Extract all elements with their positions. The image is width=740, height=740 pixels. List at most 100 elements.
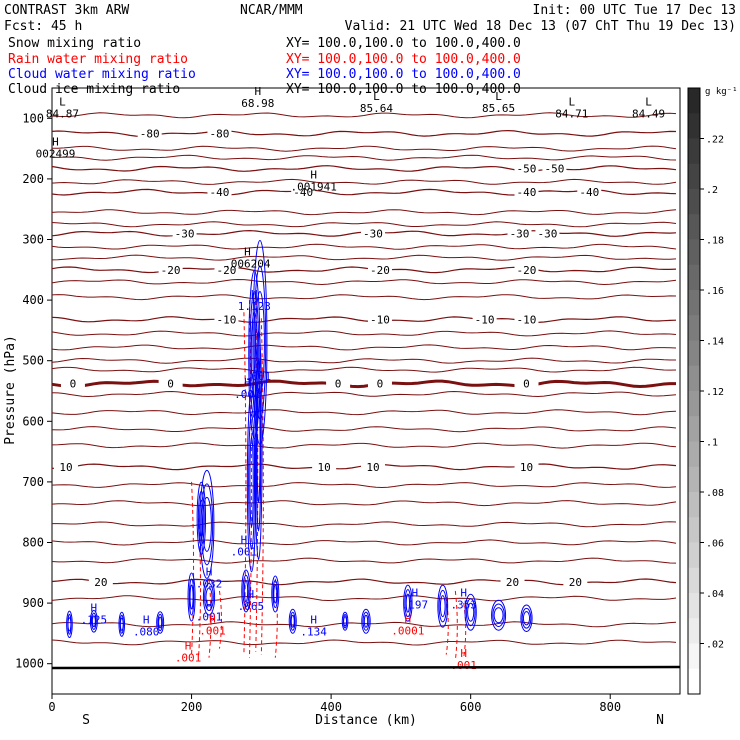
temperature-contour-label: 0 [70,378,77,391]
temperature-contour-line [51,409,677,416]
legend-cloudwater-name: Cloud water mixing ratio [8,67,196,82]
extremum-marker: L [373,90,380,103]
colorbar-tick-label: .02 [706,640,724,651]
extremum-value: .0001 [391,624,424,637]
contour-label-bg [514,263,539,275]
temperature-contour-label: 10 [520,461,533,474]
cloud-water-contour [272,580,279,609]
temperature-contour-label: 20 [506,576,519,589]
colorbar-swatch [688,113,700,139]
contour-label-bg [514,460,539,472]
cloud-water-contour [464,593,477,631]
temperature-contour-label: -30 [175,227,195,240]
extremum-value: 002499 [36,147,76,160]
colorbar-swatch [688,88,700,114]
cloud-water-contour [341,611,349,631]
extremum-value: 1.123 [238,300,271,313]
temperature-contour--10 [51,316,677,324]
colorbar-tick-label: .22 [706,135,724,146]
plot-frame [51,87,681,695]
contour-label-bg [500,575,525,587]
contour-label-bg [158,377,183,389]
contour-label-bg [53,460,78,472]
temperature-contour-label: -40 [579,186,599,199]
cloud-water-contour [362,611,370,631]
colorbar-tick-label: .04 [706,589,724,600]
temperature-contour-line [51,344,677,351]
temperature-contour-line [51,254,677,261]
y-tick-label: 500 [22,354,44,368]
legend-cloudwater-xy: XY= 100.0,100.0 to 100.0,400.0 [286,67,521,82]
cloud-water-contour [289,611,296,631]
temperature-contour-line [51,330,677,337]
colorbar-swatch [688,163,700,190]
extremum-marker: L [59,95,66,108]
temperature-contour-line [51,390,677,398]
x-end-north: N [656,713,664,728]
temperature-contour--50 [51,165,677,172]
colorbar-swatch [688,214,700,240]
extremum-marker: H [91,601,98,614]
extremum-marker: H [412,586,419,599]
temperature-contour-line [51,112,677,119]
temperature-contour-label: -10 [517,313,537,326]
cloud-water-contour [157,613,163,632]
header-center: NCAR/MMM [240,3,303,18]
x-tick-label: 800 [599,700,621,714]
extremum-value: .001 [199,624,226,637]
temperature-contour-label: 0 [377,378,384,391]
temperature-contour--20 [51,266,677,274]
cloud-water-contour [204,583,214,612]
x-tick-label: 0 [48,700,55,714]
contour-label-bg [360,227,385,239]
rain-water-contour [243,312,247,655]
temperature-contour-label: -50 [544,163,564,176]
temperature-contour-label: -30 [537,227,557,240]
extremum-value: .353 [450,598,477,611]
colorbar-swatch [688,290,700,316]
colorbar-swatch [688,492,700,518]
cloud-water-contour [156,611,165,634]
extremum-marker: H [206,598,213,611]
x-tick-label: 600 [460,700,482,714]
header-left-line1: CONTRAST 3km ARW [4,3,129,18]
extremum-marker: H [52,135,59,148]
rain-water-contour [445,596,449,655]
x-tick-label: 400 [320,700,342,714]
legend-snow-xy: XY= 100.0,100.0 to 100.0,400.0 [286,36,521,51]
colorbar-swatch [688,618,700,644]
extremum-marker: H [460,647,467,660]
temperature-contour-label: 0 [335,378,342,391]
high-low-labels: L84.87H68.98L85.64L85.65L84.71L84.49H002… [36,85,666,672]
temperature-contour-line [51,366,677,373]
temperature-contour-label: -10 [217,313,237,326]
colorbar-tick-label: .16 [706,286,724,297]
extremum-value: .001941 [290,181,336,194]
contour-label-bg [360,460,385,472]
rain-water-contour [218,590,222,649]
contour-label-bg [563,575,588,587]
contour-label-bg [137,127,162,139]
cloud-water-contour [521,607,532,629]
legend-rain-name: Rain water mixing ratio [8,52,188,67]
cloud-water-contour [243,579,249,602]
rain-water-contours [191,294,467,661]
cloud-water-contour [91,615,96,628]
colorbar-tick-label: .1 [706,438,718,449]
temperature-contour-0 [51,379,676,389]
y-tick-label: 800 [22,536,44,550]
header-init: Init: 00 UTC Tue 17 Dec 13 [533,3,737,18]
extremum-marker: H [405,612,412,625]
extremum-marker: H [310,614,317,627]
cloud-water-contour [493,607,504,624]
cloud-water-contour [439,595,446,618]
ground-line [51,665,681,670]
y-tick-label: 700 [22,475,44,489]
cloud-water-contour [405,593,411,613]
colorbar-swatch [688,264,700,291]
colorbar-swatch [688,315,700,341]
legend-rain-xy: XY= 100.0,100.0 to 100.0,400.0 [286,52,521,67]
temperature-contour-line [51,221,677,228]
cloud-water-contour [273,584,278,604]
temperature-contour-line [51,539,677,546]
